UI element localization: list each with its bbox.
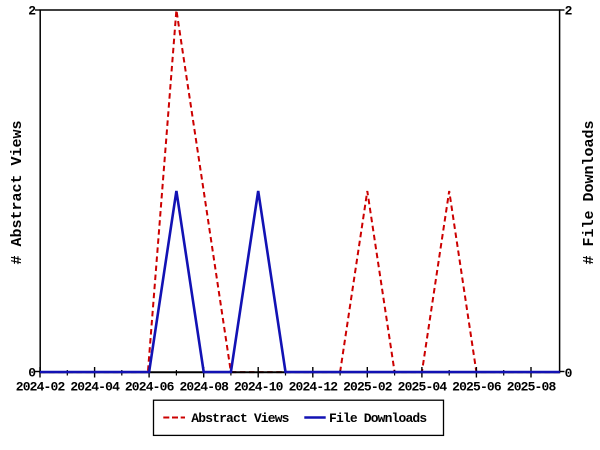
svg-text:2025-02: 2025-02 [343, 379, 393, 394]
svg-text:2025-08: 2025-08 [507, 379, 557, 394]
svg-text:2025-04: 2025-04 [398, 379, 448, 394]
svg-text:# Abstract Views: # Abstract Views [9, 120, 26, 264]
svg-text:2024-12: 2024-12 [289, 379, 339, 394]
svg-text:0: 0 [28, 366, 36, 381]
svg-text:2: 2 [28, 4, 36, 19]
svg-text:2024-08: 2024-08 [179, 379, 229, 394]
svg-text:2024-06: 2024-06 [125, 379, 175, 394]
svg-text:2025-06: 2025-06 [452, 379, 502, 394]
svg-text:2024-04: 2024-04 [70, 379, 120, 394]
svg-text:0: 0 [565, 366, 573, 381]
svg-text:2024-10: 2024-10 [234, 379, 284, 394]
svg-text:Abstract Views: Abstract Views [191, 411, 289, 426]
svg-text:2024-02: 2024-02 [16, 379, 66, 394]
svg-text:2: 2 [565, 4, 573, 19]
svg-text:File Downloads: File Downloads [329, 411, 427, 426]
svg-text:# File Downloads: # File Downloads [581, 120, 598, 264]
